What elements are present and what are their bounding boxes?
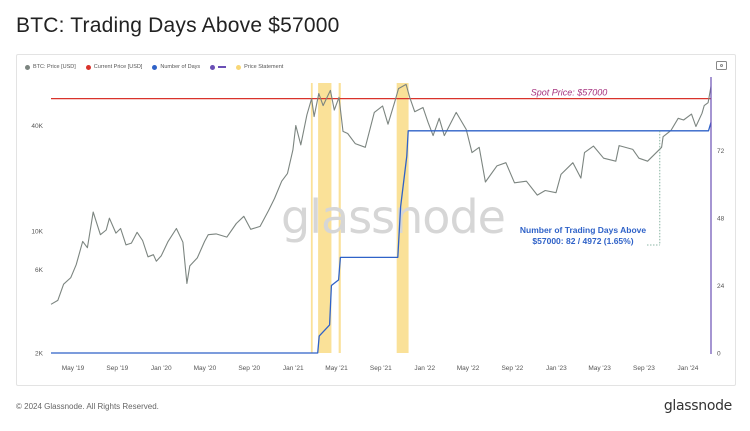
x-tick-label: May '20: [194, 365, 217, 372]
circle-icon: [85, 64, 91, 70]
x-tick-label: Sep '19: [106, 365, 128, 372]
legend-item-current-price[interactable]: Current Price [USD]: [85, 64, 143, 70]
y-left-tick-label: 10K: [31, 228, 43, 235]
x-tick-label: Jan '22: [414, 365, 435, 372]
x-tick-label: Sep '23: [633, 365, 655, 372]
y-right-tick-label: 24: [717, 283, 725, 290]
y-right-tick-label: 72: [717, 148, 725, 155]
x-tick-label: Jan '21: [283, 365, 304, 372]
y-left-tick-label: 2K: [35, 351, 44, 358]
annotation-line-2: $57000: 82 / 4972 (1.65%): [532, 236, 633, 246]
x-tick-label: Sep '21: [370, 365, 392, 372]
x-tick-label: May '19: [62, 365, 85, 372]
annotation-line-1: Number of Trading Days Above: [520, 225, 647, 235]
y-right-tick-label: 48: [717, 216, 725, 223]
spot-price-label: Spot Price: $57000: [531, 88, 608, 98]
x-tick-label: May '21: [325, 365, 348, 372]
footer-brand-logo: glassnode: [663, 398, 732, 414]
page-title: BTC: Trading Days Above $57000: [16, 14, 340, 37]
camera-icon[interactable]: [716, 61, 727, 70]
series-btc-price: [50, 83, 712, 305]
chart-legend: BTC: Price [USD] Current Price [USD] Num…: [25, 61, 283, 73]
legend-item-price[interactable]: BTC: Price [USD]: [25, 64, 76, 70]
circle-icon: [236, 64, 242, 70]
legend-label-price: BTC: Price [USD]: [33, 64, 76, 70]
x-tick-label: Jan '24: [678, 365, 699, 372]
chart-card: BTC: Price [USD] Current Price [USD] Num…: [16, 54, 736, 386]
legend-label-number-of-days: Number of Days: [160, 64, 201, 70]
legend-item-line[interactable]: [210, 64, 227, 70]
price-statement-band: [338, 83, 341, 353]
chart-plot: glassnode Spot Price: $57000 Number of Tra…: [31, 77, 725, 372]
price-statement-band: [396, 83, 409, 353]
x-tick-label: Jan '23: [546, 365, 567, 372]
footer-copyright: © 2024 Glassnode. All Rights Reserved.: [16, 402, 159, 411]
x-tick-label: May '23: [588, 365, 611, 372]
y-left-tick-label: 6K: [35, 267, 44, 274]
x-tick-label: Sep '20: [238, 365, 260, 372]
price-statement-band: [318, 83, 332, 353]
y-left-tick-label: 40K: [31, 123, 43, 130]
legend-label-price-statement: Price Statement: [244, 64, 284, 70]
line-icon: [218, 66, 227, 68]
legend-item-number-of-days[interactable]: Number of Days: [152, 64, 200, 70]
circle-icon: [210, 64, 216, 70]
y-right-tick-label: 0: [717, 351, 721, 358]
x-tick-label: Jan '20: [151, 365, 172, 372]
series-number-of-days: [51, 122, 712, 354]
x-tick-label: May '22: [457, 365, 480, 372]
price-statement-band: [310, 83, 313, 353]
watermark: glassnode: [281, 190, 505, 244]
legend-item-price-statement[interactable]: Price Statement: [236, 64, 283, 70]
legend-label-current-price: Current Price [USD]: [93, 64, 143, 70]
circle-icon: [152, 64, 158, 70]
circle-icon: [25, 64, 30, 70]
x-tick-label: Sep '22: [501, 365, 523, 372]
